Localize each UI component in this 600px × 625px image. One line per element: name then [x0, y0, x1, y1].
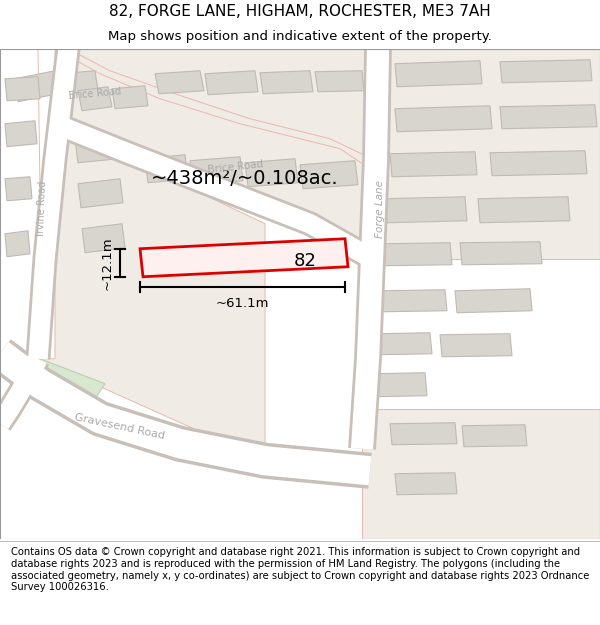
Polygon shape [500, 60, 592, 82]
Text: ~438m²/~0.108ac.: ~438m²/~0.108ac. [151, 169, 339, 188]
Polygon shape [390, 422, 457, 445]
Polygon shape [375, 332, 432, 355]
Polygon shape [260, 71, 313, 94]
Polygon shape [440, 334, 512, 357]
Polygon shape [500, 105, 597, 129]
Polygon shape [205, 71, 258, 95]
Polygon shape [75, 135, 118, 162]
Polygon shape [462, 425, 527, 447]
Polygon shape [382, 242, 452, 266]
Polygon shape [5, 177, 32, 201]
Polygon shape [460, 242, 542, 265]
Polygon shape [245, 159, 298, 187]
Polygon shape [478, 197, 570, 222]
Polygon shape [155, 71, 204, 94]
Text: Contains OS data © Crown copyright and database right 2021. This information is : Contains OS data © Crown copyright and d… [11, 548, 589, 592]
Text: ~12.1m: ~12.1m [101, 236, 114, 289]
Text: Gravesend Road: Gravesend Road [74, 412, 166, 441]
Polygon shape [112, 86, 148, 109]
Text: 82: 82 [293, 252, 316, 270]
Text: 82, FORGE LANE, HIGHAM, ROCHESTER, ME3 7AH: 82, FORGE LANE, HIGHAM, ROCHESTER, ME3 7… [109, 4, 491, 19]
Text: Brice Road: Brice Road [206, 159, 263, 174]
Polygon shape [38, 124, 265, 461]
Polygon shape [385, 197, 467, 222]
Text: Forge Lane: Forge Lane [375, 180, 385, 238]
Polygon shape [5, 121, 37, 147]
Polygon shape [490, 151, 587, 176]
Polygon shape [455, 289, 532, 312]
Polygon shape [5, 231, 30, 257]
Polygon shape [395, 472, 457, 495]
Polygon shape [395, 106, 492, 132]
Polygon shape [15, 71, 58, 102]
Polygon shape [78, 179, 123, 208]
Polygon shape [370, 372, 427, 397]
Polygon shape [372, 49, 600, 259]
Polygon shape [60, 71, 98, 94]
Polygon shape [395, 61, 482, 87]
Text: Irvine Road: Irvine Road [36, 181, 48, 236]
Polygon shape [82, 224, 125, 253]
Polygon shape [362, 409, 600, 539]
Text: Brice Road: Brice Road [68, 86, 122, 101]
Polygon shape [315, 71, 364, 92]
Polygon shape [55, 49, 372, 259]
Polygon shape [380, 290, 447, 312]
Polygon shape [390, 152, 477, 177]
Polygon shape [190, 157, 243, 185]
Polygon shape [78, 87, 112, 111]
Polygon shape [5, 77, 40, 101]
Polygon shape [30, 359, 105, 399]
Polygon shape [140, 239, 348, 277]
Text: Map shows position and indicative extent of the property.: Map shows position and indicative extent… [108, 30, 492, 43]
Text: ~61.1m: ~61.1m [216, 297, 269, 310]
Polygon shape [145, 155, 188, 182]
Polygon shape [300, 161, 358, 189]
